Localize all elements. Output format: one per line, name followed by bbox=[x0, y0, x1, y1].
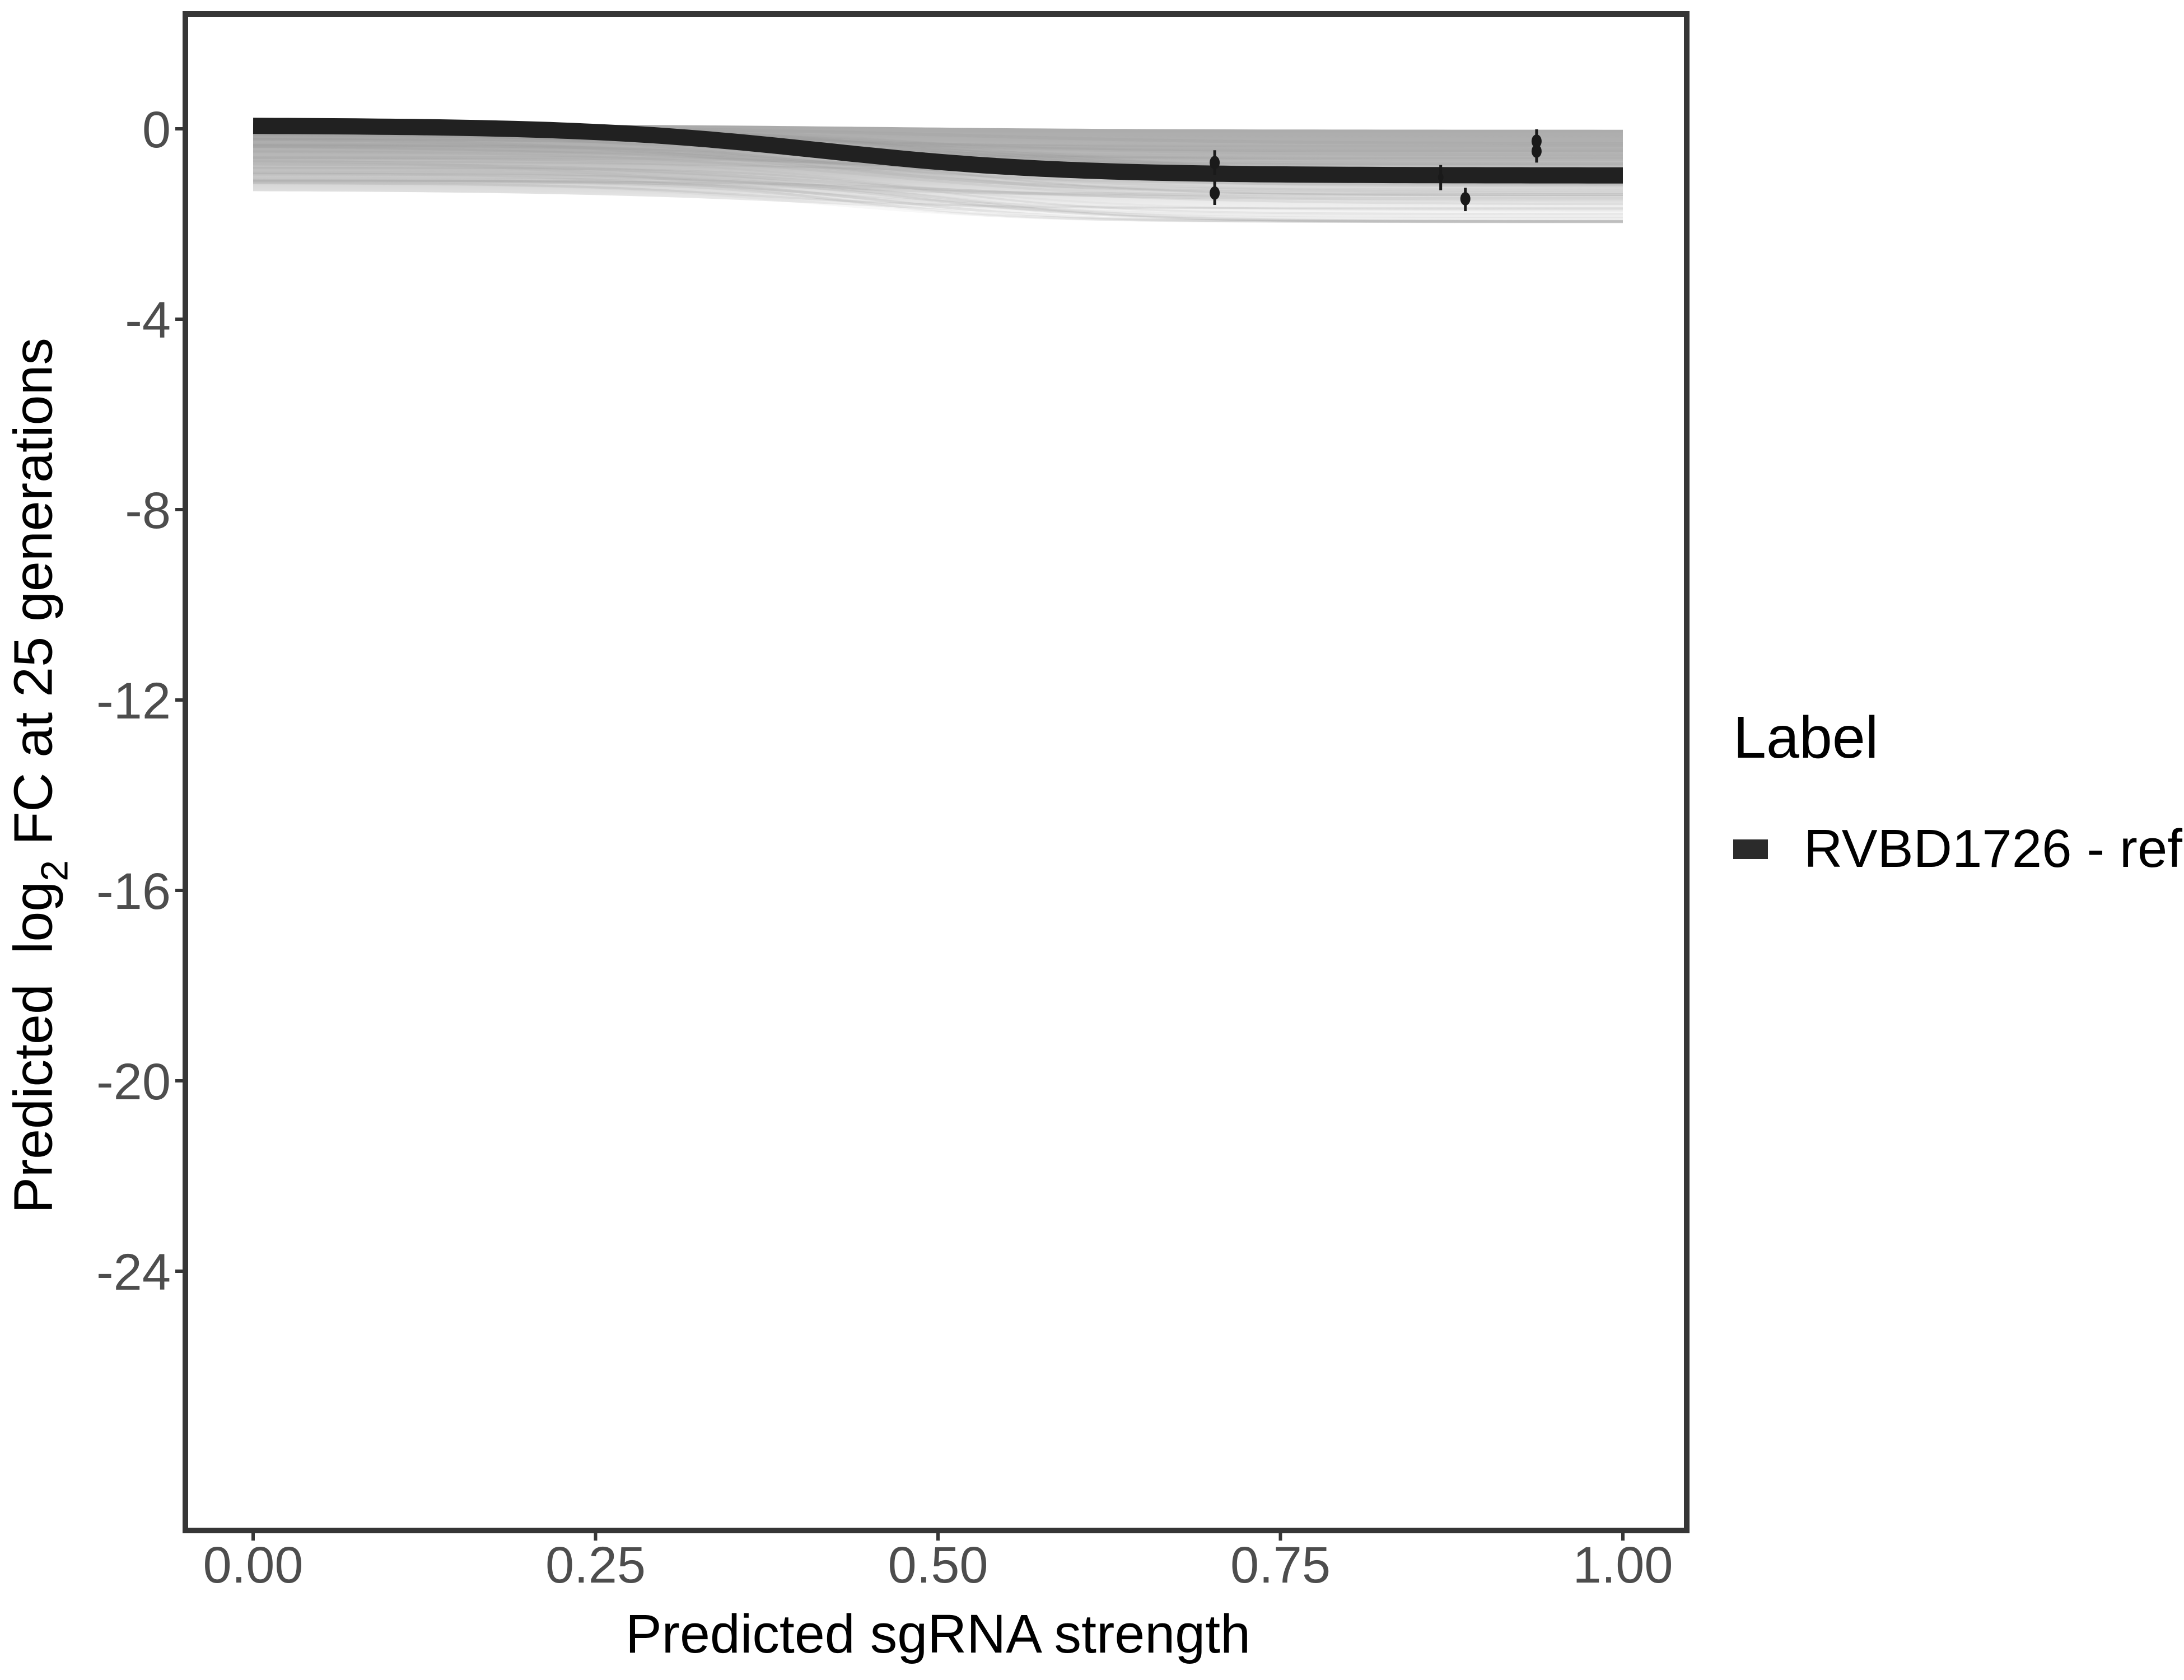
y-tick-label: -8 bbox=[125, 482, 171, 539]
panel-border bbox=[183, 11, 1690, 1533]
legend-key-swatch bbox=[1733, 839, 1768, 859]
y-axis-title-subscript: 2 bbox=[33, 860, 76, 881]
ensemble-line bbox=[253, 157, 1623, 212]
y-tick-label: -4 bbox=[125, 292, 171, 349]
ensemble-line bbox=[253, 138, 1623, 197]
ensemble-line bbox=[253, 137, 1623, 197]
x-tick-label: 0.50 bbox=[888, 1537, 988, 1594]
pointrange-point bbox=[1438, 173, 1444, 181]
ensemble-line bbox=[253, 178, 1623, 223]
ensemble-line bbox=[253, 179, 1623, 223]
ensemble-line bbox=[253, 138, 1623, 157]
x-axis-title: Predicted sgRNA strength bbox=[625, 1603, 1251, 1664]
pointrange-point bbox=[1531, 144, 1542, 158]
ensemble-line bbox=[253, 167, 1623, 221]
ensemble-line bbox=[253, 180, 1623, 223]
ensemble-line bbox=[253, 131, 1623, 186]
fitted-curve bbox=[253, 118, 1623, 184]
ensemble-line bbox=[253, 181, 1623, 223]
legend-item: RVBD1726 - ref bbox=[1733, 818, 2182, 880]
y-tick-label: -20 bbox=[96, 1053, 171, 1110]
pointrange-point bbox=[1210, 156, 1220, 170]
pointrange-point bbox=[1460, 192, 1471, 206]
pointranges bbox=[1210, 129, 1542, 212]
ensemble-line bbox=[253, 150, 1623, 203]
x-tick-label: 0.75 bbox=[1230, 1537, 1331, 1594]
ensemble-line bbox=[253, 172, 1623, 211]
legend: Label RVBD1726 - ref bbox=[1733, 704, 2182, 880]
ensemble-line bbox=[253, 162, 1623, 200]
ensemble-line bbox=[253, 182, 1623, 209]
y-tick-label: -12 bbox=[96, 673, 171, 730]
x-tick-label: 0.25 bbox=[545, 1537, 646, 1594]
y-axis-title: Predicted log2 FC at 25 generations bbox=[2, 338, 77, 1214]
ensemble-line bbox=[253, 142, 1623, 193]
ensemble-band bbox=[253, 124, 1623, 222]
ensemble-line bbox=[253, 158, 1623, 218]
legend-title: Label bbox=[1733, 704, 1879, 771]
ensemble-line bbox=[253, 142, 1623, 164]
x-tick-label: 1.00 bbox=[1572, 1537, 1673, 1594]
ensemble-line bbox=[253, 170, 1623, 197]
ensemble-line bbox=[253, 166, 1623, 215]
ensemble-line bbox=[253, 179, 1623, 206]
ensemble-line bbox=[253, 179, 1623, 223]
ensemble-line bbox=[253, 175, 1623, 223]
pointrange-point bbox=[1210, 186, 1220, 200]
y-axis-title-pre: Predicted log bbox=[2, 881, 64, 1214]
ensemble-line bbox=[253, 138, 1623, 158]
ensemble-line bbox=[253, 150, 1623, 200]
y-tick-label: 0 bbox=[142, 101, 171, 158]
ensemble-line bbox=[253, 156, 1623, 194]
y-axis-title-post: FC at 25 generations bbox=[2, 338, 64, 860]
ensemble-line bbox=[253, 172, 1623, 223]
legend-item-label: RVBD1726 - ref bbox=[1804, 819, 2182, 879]
y-tick-label: -16 bbox=[96, 863, 171, 920]
x-tick-label: 0.00 bbox=[203, 1537, 303, 1594]
y-tick-label: -24 bbox=[96, 1244, 171, 1301]
